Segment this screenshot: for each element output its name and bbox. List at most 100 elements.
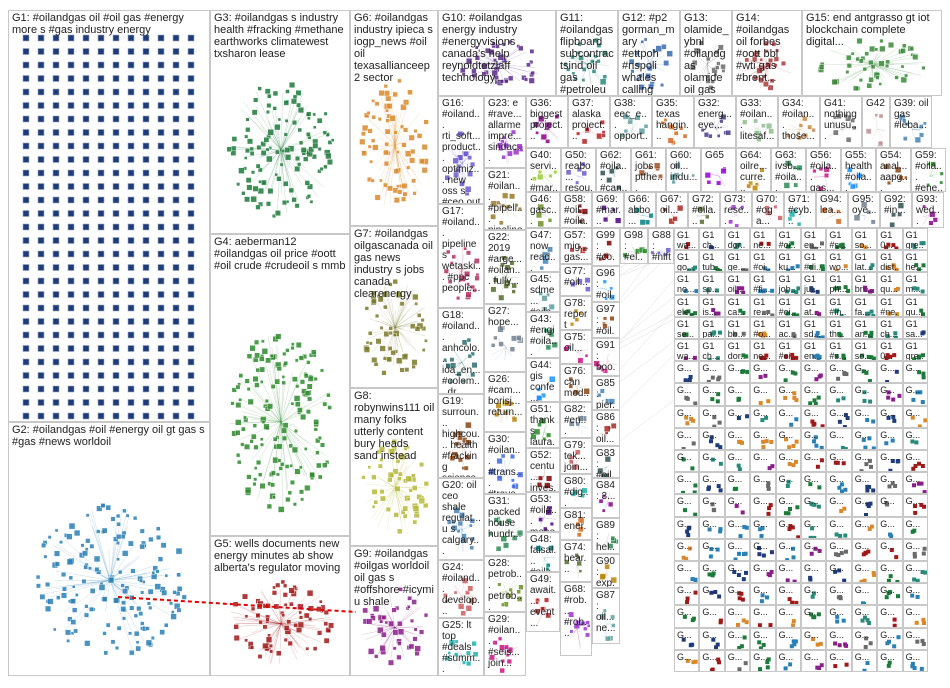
graph-node — [397, 620, 403, 627]
graph-node — [52, 331, 60, 339]
graph-node — [142, 169, 150, 177]
graph-node — [283, 583, 288, 588]
graph-node — [233, 624, 239, 630]
graph-edge — [248, 611, 282, 624]
graph-node — [654, 162, 661, 169]
graph-node — [859, 353, 864, 358]
graph-edge — [384, 486, 396, 491]
graph-edge — [263, 422, 282, 481]
graph-node — [52, 385, 60, 393]
graph-node — [112, 48, 120, 55]
graph-node — [67, 237, 75, 244]
graph-node — [387, 185, 393, 192]
graph-node — [127, 129, 135, 136]
graph-node — [884, 441, 889, 446]
graph-node — [783, 354, 788, 359]
graph-edge — [872, 64, 906, 80]
graph-node — [603, 316, 607, 321]
graph-edge — [486, 56, 499, 65]
graph-node — [412, 485, 418, 491]
graph-node — [922, 570, 927, 575]
graph-node — [260, 150, 267, 156]
group-g70: G70: #og a... — [752, 192, 784, 228]
group-g87: G87: oil... ne... — [592, 588, 620, 644]
small-group: G1 at... — [801, 294, 827, 317]
graph-node — [22, 129, 30, 136]
graph-edge — [505, 347, 510, 357]
graph-node — [413, 129, 418, 134]
graph-node — [112, 385, 120, 393]
graph-node — [535, 212, 542, 219]
graph-node — [297, 127, 302, 133]
graph-node — [262, 624, 268, 630]
graph-node — [325, 132, 330, 137]
small-group-nodes — [837, 482, 848, 494]
graph-node — [261, 339, 265, 344]
graph-node — [169, 601, 173, 606]
small-group: G... — [851, 383, 878, 406]
graph-node — [453, 652, 459, 657]
graph-node — [291, 446, 298, 453]
small-group-nodes — [911, 570, 927, 583]
graph-node — [681, 555, 686, 560]
graph-edge — [843, 43, 874, 65]
small-group-nodes — [892, 617, 897, 627]
graph-node — [246, 474, 252, 480]
graph-edge — [109, 517, 129, 581]
graph-node — [529, 49, 535, 54]
small-group: G... — [724, 605, 751, 628]
small-group: G... — [674, 427, 700, 450]
graph-node — [112, 210, 120, 217]
graph-edge — [456, 269, 463, 287]
graph-edge — [446, 269, 463, 277]
group-g13: G13: olamide_ybnl #oilandgas olamide oil… — [680, 10, 732, 96]
graph-edge — [280, 422, 328, 458]
graph-node — [308, 352, 314, 358]
graph-node — [599, 78, 607, 86]
graph-node — [454, 441, 459, 446]
graph-node — [576, 50, 581, 55]
graph-node — [530, 70, 535, 76]
graph-node — [601, 508, 606, 513]
graph-edge — [505, 471, 509, 477]
graph-node — [105, 504, 111, 511]
graph-node — [786, 445, 791, 449]
group-nodes — [568, 376, 590, 397]
graph-node — [82, 210, 90, 217]
small-group: G... — [750, 583, 776, 606]
graph-edge — [835, 64, 874, 83]
small-group-nodes — [886, 660, 892, 668]
graph-edge — [884, 168, 895, 177]
graph-node — [568, 459, 574, 465]
graph-node — [752, 56, 758, 62]
graph-node — [833, 286, 838, 291]
graph-node — [67, 304, 75, 312]
graph-node — [470, 536, 475, 542]
small-group-nodes — [835, 615, 847, 624]
graph-node — [72, 585, 76, 589]
small-group-nodes — [914, 638, 926, 646]
graph-node — [366, 111, 371, 115]
graph-node — [35, 574, 41, 580]
graph-edge — [384, 144, 396, 197]
graph-node — [596, 42, 602, 48]
graph-node — [416, 133, 423, 139]
graph-node — [446, 249, 451, 255]
graph-node — [670, 173, 677, 181]
graph-node — [160, 542, 167, 549]
graph-edge — [365, 627, 396, 640]
small-group-nodes — [787, 523, 800, 538]
graph-node — [593, 37, 599, 43]
graph-node — [97, 264, 105, 271]
graph-node — [82, 183, 90, 190]
graph-node — [251, 109, 258, 116]
small-group: G... — [674, 583, 700, 606]
graph-node — [97, 142, 105, 150]
group-nodes — [488, 516, 524, 552]
group-g94: G94: lea... — [816, 192, 848, 228]
graph-node — [712, 414, 717, 419]
graph-node — [377, 296, 384, 303]
graph-node — [760, 525, 765, 530]
graph-node — [910, 415, 915, 420]
graph-node — [511, 484, 517, 489]
